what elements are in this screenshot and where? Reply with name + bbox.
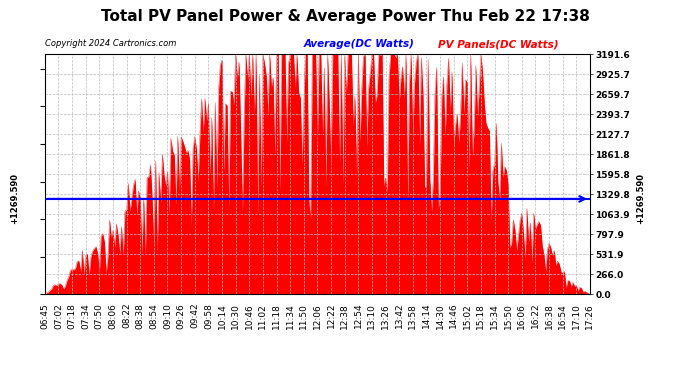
Text: 15:02: 15:02 — [463, 303, 472, 328]
Text: 14:46: 14:46 — [449, 303, 458, 328]
Text: 12:06: 12:06 — [313, 303, 322, 328]
Text: 09:26: 09:26 — [177, 303, 186, 328]
Text: 09:10: 09:10 — [163, 303, 172, 328]
Text: 06:45: 06:45 — [40, 303, 50, 328]
Text: 07:18: 07:18 — [68, 303, 77, 328]
Text: Copyright 2024 Cartronics.com: Copyright 2024 Cartronics.com — [45, 39, 176, 48]
Text: 17:10: 17:10 — [572, 303, 581, 328]
Text: 12:54: 12:54 — [354, 303, 363, 328]
Text: 08:54: 08:54 — [149, 303, 159, 328]
Text: 15:34: 15:34 — [490, 303, 499, 328]
Text: 11:02: 11:02 — [258, 303, 268, 328]
Text: 12:38: 12:38 — [340, 303, 349, 328]
Text: 14:30: 14:30 — [435, 303, 444, 328]
Text: 11:50: 11:50 — [299, 303, 308, 328]
Text: 15:18: 15:18 — [476, 303, 486, 328]
Text: 08:38: 08:38 — [136, 303, 145, 328]
Text: PV Panels(DC Watts): PV Panels(DC Watts) — [438, 39, 559, 50]
Text: 07:02: 07:02 — [54, 303, 63, 328]
Text: 10:30: 10:30 — [231, 303, 240, 328]
Text: 07:50: 07:50 — [95, 303, 104, 328]
Text: 13:10: 13:10 — [367, 303, 377, 328]
Text: 17:26: 17:26 — [585, 303, 595, 328]
Text: Average(DC Watts): Average(DC Watts) — [304, 39, 415, 50]
Text: 13:26: 13:26 — [381, 303, 390, 328]
Text: 10:46: 10:46 — [245, 303, 254, 328]
Text: 11:18: 11:18 — [272, 303, 281, 328]
Text: 09:58: 09:58 — [204, 303, 213, 328]
Text: 09:42: 09:42 — [190, 303, 199, 328]
Text: 16:54: 16:54 — [558, 303, 567, 328]
Text: 11:34: 11:34 — [286, 303, 295, 328]
Text: +1269.590: +1269.590 — [10, 173, 19, 224]
Text: 07:34: 07:34 — [81, 303, 90, 328]
Text: 10:14: 10:14 — [217, 303, 226, 328]
Text: Total PV Panel Power & Average Power Thu Feb 22 17:38: Total PV Panel Power & Average Power Thu… — [101, 9, 589, 24]
Text: 08:06: 08:06 — [108, 303, 117, 328]
Text: 16:22: 16:22 — [531, 303, 540, 328]
Text: 16:38: 16:38 — [544, 303, 553, 328]
Text: 13:42: 13:42 — [395, 303, 404, 328]
Text: +1269.590: +1269.590 — [636, 173, 645, 224]
Text: 13:58: 13:58 — [408, 303, 417, 328]
Text: 08:22: 08:22 — [122, 303, 131, 328]
Text: 15:50: 15:50 — [504, 303, 513, 328]
Text: 16:06: 16:06 — [518, 303, 526, 328]
Text: 12:22: 12:22 — [326, 303, 335, 328]
Text: 14:14: 14:14 — [422, 303, 431, 328]
